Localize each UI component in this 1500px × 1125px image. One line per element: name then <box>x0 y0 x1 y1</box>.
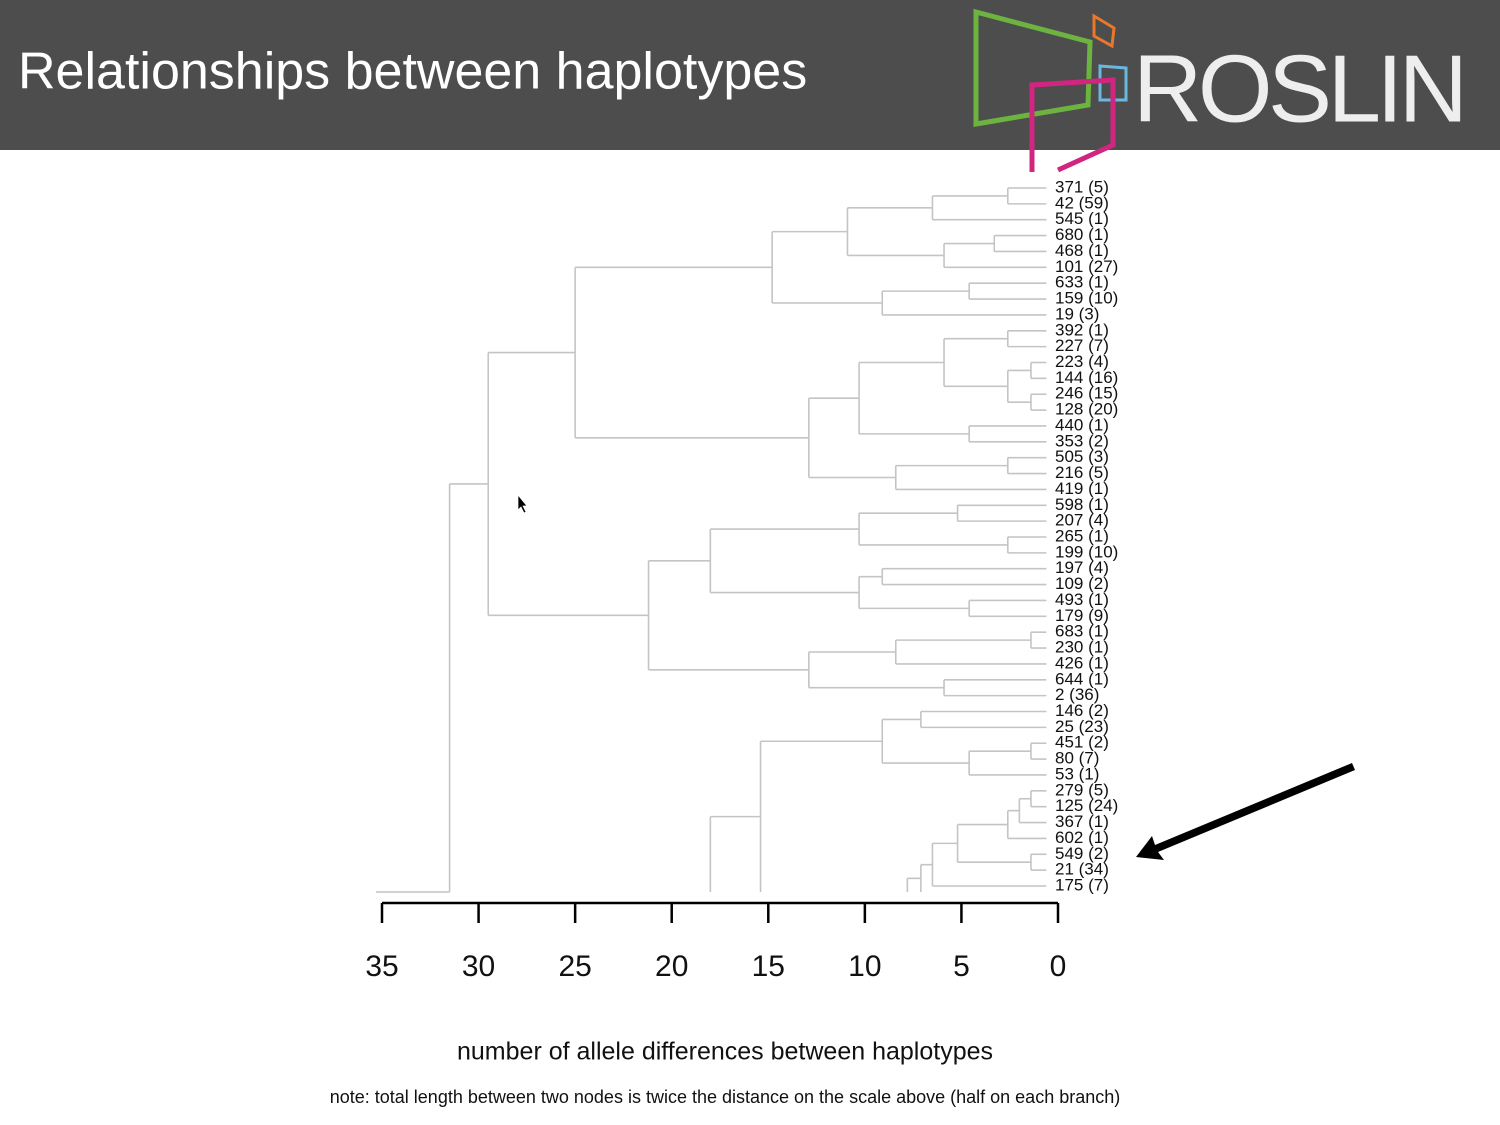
leaf-label: 197 (4) <box>1055 558 1109 577</box>
leaf-label: 175 (7) <box>1055 875 1109 894</box>
leaf-label: 53 (1) <box>1055 764 1099 783</box>
x-axis-label: number of allele differences between hap… <box>457 1038 993 1066</box>
leaf-label: 144 (16) <box>1055 368 1118 387</box>
x-tick-label: 10 <box>848 950 881 983</box>
leaf-label: 2 (36) <box>1055 685 1099 704</box>
logo-shape <box>1092 13 1116 49</box>
leaf-label: 199 (10) <box>1055 542 1118 561</box>
leaf-label: 128 (20) <box>1055 400 1118 419</box>
leaf-label: 25 (23) <box>1055 717 1109 736</box>
leaf-label: 353 (2) <box>1055 431 1109 450</box>
slide-title: Relationships between haplotypes <box>18 43 807 101</box>
leaf-label: 419 (1) <box>1055 479 1109 498</box>
arrow <box>1136 763 1355 860</box>
leaf-label: 493 (1) <box>1055 590 1109 609</box>
leaf-label: 371 (5) <box>1055 177 1109 196</box>
leaf-label: 42 (59) <box>1055 193 1109 212</box>
leaf-label: 440 (1) <box>1055 415 1109 434</box>
x-tick-label: 35 <box>365 950 398 983</box>
leaf-label: 680 (1) <box>1055 225 1109 244</box>
x-tick-label: 20 <box>655 950 688 983</box>
logo-text: ROSLIN <box>1133 35 1468 142</box>
x-tick-label: 30 <box>462 950 495 983</box>
leaf-label: 468 (1) <box>1055 241 1109 260</box>
leaf-label: 80 (7) <box>1055 749 1099 768</box>
leaf-label: 19 (3) <box>1055 304 1099 323</box>
leaf-label: 159 (10) <box>1055 289 1118 308</box>
leaf-label: 101 (27) <box>1055 257 1118 276</box>
leaf-label: 146 (2) <box>1055 701 1109 720</box>
leaf-label: 549 (2) <box>1055 844 1109 863</box>
mouse-cursor <box>517 494 528 514</box>
leaf-label: 602 (1) <box>1055 828 1109 847</box>
logo-shape <box>973 8 1093 127</box>
leaf-label: 21 (34) <box>1055 860 1109 879</box>
leaf-label: 505 (3) <box>1055 447 1109 466</box>
leaf-label: 392 (1) <box>1055 320 1109 339</box>
leaf-label: 227 (7) <box>1055 336 1109 355</box>
leaf-label: 265 (1) <box>1055 526 1109 545</box>
leaf-label: 216 (5) <box>1055 463 1109 482</box>
leaf-label: 683 (1) <box>1055 622 1109 641</box>
leaf-label: 451 (2) <box>1055 733 1109 752</box>
leaf-label: 426 (1) <box>1055 653 1109 672</box>
leaf-label: 125 (24) <box>1055 796 1118 815</box>
logo-shape <box>1029 77 1116 173</box>
leaf-label: 223 (4) <box>1055 352 1109 371</box>
leaf-label: 644 (1) <box>1055 669 1109 688</box>
header-bar <box>0 0 1500 150</box>
x-tick-label: 5 <box>953 950 970 983</box>
leaf-label: 633 (1) <box>1055 273 1109 292</box>
x-tick-label: 15 <box>752 950 785 983</box>
leaf-label: 367 (1) <box>1055 812 1109 831</box>
x-tick-label: 25 <box>558 950 591 983</box>
leaf-label: 246 (15) <box>1055 384 1118 403</box>
leaf-label: 598 (1) <box>1055 495 1109 514</box>
note: note: total length between two nodes is … <box>330 1087 1121 1107</box>
leaf-label: 230 (1) <box>1055 638 1109 657</box>
logo-shape <box>1098 64 1128 102</box>
leaf-label: 545 (1) <box>1055 209 1109 228</box>
leaf-label: 179 (9) <box>1055 606 1109 625</box>
leaf-label: 109 (2) <box>1055 574 1109 593</box>
x-tick-label: 0 <box>1050 950 1067 983</box>
leaf-label: 279 (5) <box>1055 780 1109 799</box>
leaf-label: 207 (4) <box>1055 511 1109 530</box>
